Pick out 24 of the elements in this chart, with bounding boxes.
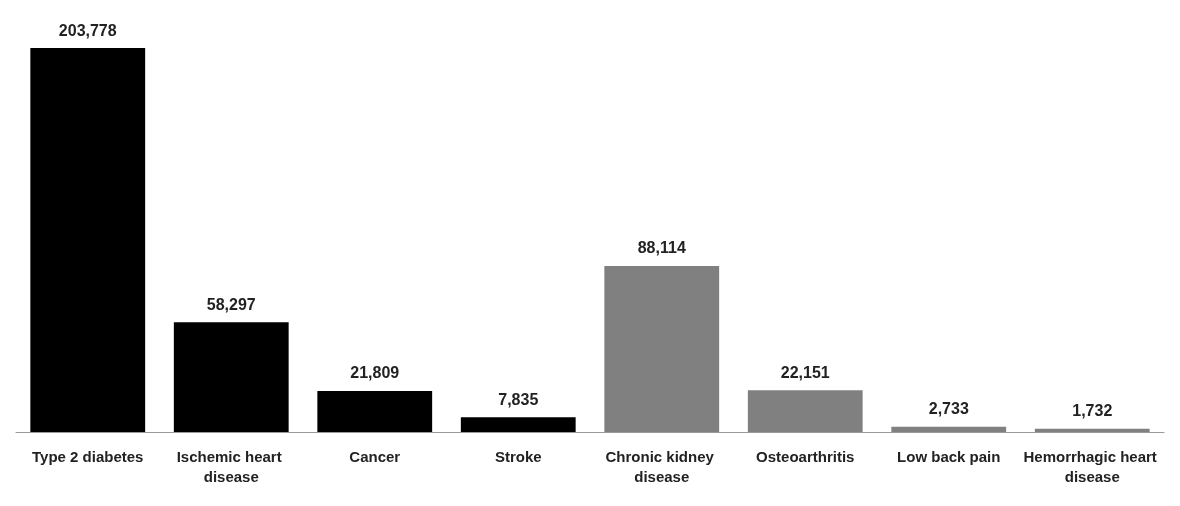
bar <box>460 417 576 432</box>
x-tick-label: Osteoarthritis <box>756 447 855 465</box>
data-label: 1,732 <box>1072 402 1113 420</box>
bar <box>604 265 720 432</box>
bar <box>317 390 433 432</box>
x-tick-label: Low back pain <box>897 447 1001 465</box>
data-label: 22,151 <box>780 363 830 381</box>
data-label: 2,733 <box>928 400 969 418</box>
bar <box>891 426 1007 432</box>
bar <box>30 48 146 432</box>
x-tick-label: Ischemic heart disease <box>176 447 286 485</box>
x-tick-label: Cancer <box>349 447 401 465</box>
data-label: 7,835 <box>498 390 539 408</box>
x-tick-label: Chronic kidney disease <box>605 447 719 485</box>
data-label: 203,778 <box>58 21 117 39</box>
data-label: 88,114 <box>637 239 686 257</box>
bar <box>747 390 863 432</box>
data-label: 58,297 <box>206 295 256 313</box>
data-label: 21,809 <box>350 364 400 382</box>
x-tick-label: Type 2 diabetes <box>32 447 144 465</box>
x-tick-label: Stroke <box>494 447 542 465</box>
bar <box>1034 428 1150 432</box>
x-tick-label: Hemorrhagic heart disease <box>1023 447 1162 485</box>
bar <box>173 322 289 432</box>
